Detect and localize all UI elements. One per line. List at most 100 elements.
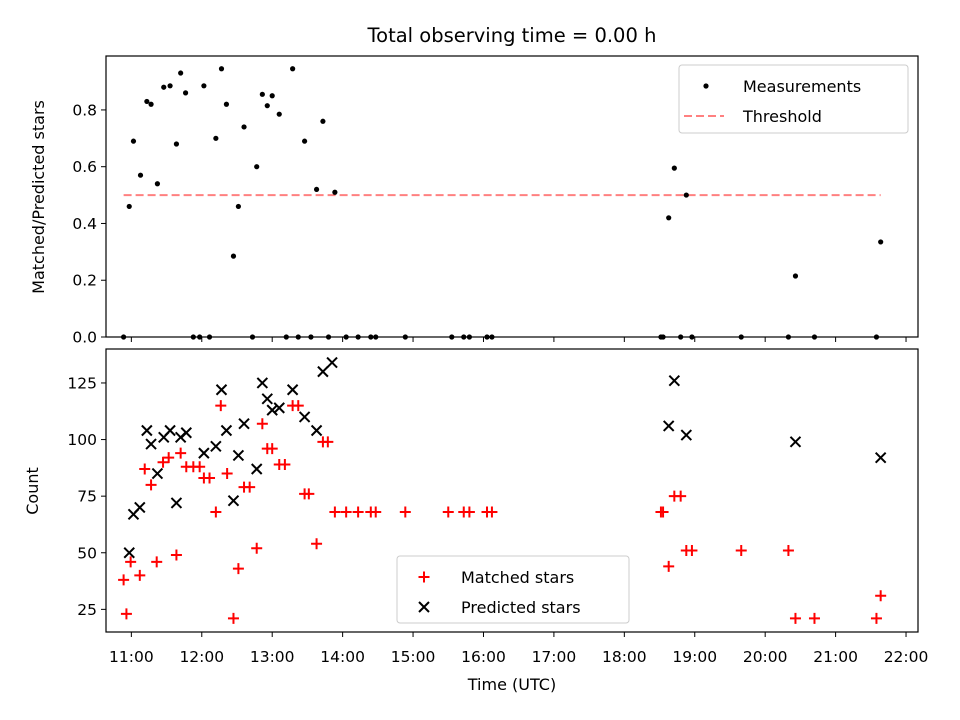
y-tick-label: 0.8 [72, 101, 97, 119]
predicted-stars-point [238, 418, 250, 430]
predicted-stars-point [145, 438, 157, 450]
predicted-stars-point [164, 424, 176, 437]
measurements-point [259, 91, 265, 97]
y-tick-label: 0.0 [72, 329, 97, 347]
predicted-stars-point [298, 411, 311, 423]
matched-stars-point [657, 506, 669, 518]
legend-frame [678, 64, 909, 134]
x-tick-label: 20:00 [743, 648, 788, 666]
measurements-point [264, 103, 270, 109]
measurements-point [173, 141, 180, 147]
legend-label: Matched stars [461, 568, 574, 587]
measurements-point [792, 273, 799, 279]
matched-stars-point [145, 479, 157, 491]
matched-stars-point [311, 538, 323, 550]
matched-stars-point [134, 569, 146, 581]
count-panel-marks [118, 356, 887, 624]
count-panel-legend: Matched stars Predicted stars [396, 555, 630, 624]
predicted-stars-point [789, 436, 802, 448]
measurements-point [161, 84, 167, 90]
predicted-stars-point [232, 449, 245, 462]
legend-matched-marker [418, 571, 430, 583]
matched-stars-point [370, 506, 382, 518]
measurements-point [276, 111, 282, 117]
count-panel: 25 50 75 100 125 11:00 12:00 13:00 14:00 15:00 16… [23, 348, 928, 694]
ratio-panel-frame [105, 55, 919, 338]
matched-stars-point [292, 400, 304, 412]
matched-stars-point [251, 542, 263, 554]
matched-stars-point [808, 612, 820, 624]
predicted-stars-point [134, 501, 146, 514]
legend-label: Predicted stars [461, 598, 581, 617]
matched-stars-point [170, 549, 182, 561]
ratio-panel-x-ticks [130, 337, 907, 342]
measurements-point [223, 101, 230, 107]
measurements-point [254, 164, 260, 170]
predicted-stars-point [170, 497, 183, 509]
chart-title: Total observing time = 0.00 h [367, 24, 657, 47]
matched-stars-point [215, 400, 227, 412]
predicted-stars-point [286, 384, 299, 396]
matched-stars-point [875, 590, 887, 602]
measurements-point [178, 70, 184, 76]
predicted-stars-point [266, 404, 278, 416]
matched-stars-point [735, 544, 747, 556]
x-tick-label: 22:00 [884, 648, 929, 666]
matched-stars-point [279, 458, 291, 470]
matched-stars-point [663, 560, 675, 572]
measurements-point [154, 181, 161, 187]
x-tick-label: 21:00 [813, 648, 858, 666]
y-tick-label: 25 [77, 601, 97, 619]
matched-stars-point [870, 612, 882, 624]
predicted-stars-point [123, 547, 135, 559]
matched-stars-point [118, 574, 130, 586]
legend-frame [396, 555, 630, 624]
count-panel-x-ticks: 11:00 12:00 13:00 14:00 15:00 16:00 17:00 18:00… [109, 632, 928, 666]
predicted-stars-point [310, 424, 323, 437]
predicted-stars-point [141, 424, 153, 437]
x-tick-label: 11:00 [109, 648, 154, 666]
y-tick-label: 125 [67, 374, 97, 392]
matched-stars-point [340, 506, 352, 518]
matched-stars-point [352, 506, 364, 518]
x-tick-label: 13:00 [250, 648, 295, 666]
measurements-point [167, 83, 173, 89]
matched-stars-point [227, 612, 239, 624]
matched-stars-point [303, 488, 315, 500]
predicted-stars-point [180, 427, 192, 439]
x-tick-label: 15:00 [391, 648, 436, 666]
predicted-stars-point [251, 463, 263, 475]
matched-stars-point [789, 612, 801, 624]
matched-stars-point [686, 544, 698, 556]
y-tick-label: 100 [67, 431, 97, 449]
measurements-point [182, 90, 189, 96]
count-panel-frame [105, 348, 919, 633]
predicted-stars-point [210, 440, 222, 453]
measurements-point [878, 239, 884, 245]
measurements-point [148, 101, 154, 107]
predicted-stars-point [256, 377, 269, 389]
legend-measurements-marker [703, 83, 709, 89]
predicted-stars-point [668, 374, 681, 387]
measurements-point [201, 83, 207, 89]
predicted-stars-point [662, 420, 675, 432]
matched-stars-point [399, 506, 411, 518]
measurements-point [241, 124, 247, 130]
legend-predicted-marker [418, 601, 430, 613]
matched-stars-point [329, 506, 341, 518]
matched-stars-point [244, 481, 256, 493]
y-tick-label: 75 [77, 488, 97, 506]
matched-stars-point [204, 472, 216, 484]
measurements-point [230, 253, 237, 259]
x-tick-label: 18:00 [602, 648, 647, 666]
ratio-panel: 0.00.20.40.60.8 Matched/Predicted stars … [29, 55, 919, 347]
matched-stars-point [256, 418, 268, 430]
predicted-stars-point [326, 356, 338, 369]
measurements-point [126, 203, 132, 210]
measurements-point [313, 186, 320, 193]
x-tick-label: 12:00 [179, 648, 224, 666]
matched-stars-point [194, 461, 206, 473]
measurements-point [130, 138, 137, 144]
predicted-stars-point [215, 384, 228, 396]
y-tick-label: 0.6 [72, 158, 97, 176]
